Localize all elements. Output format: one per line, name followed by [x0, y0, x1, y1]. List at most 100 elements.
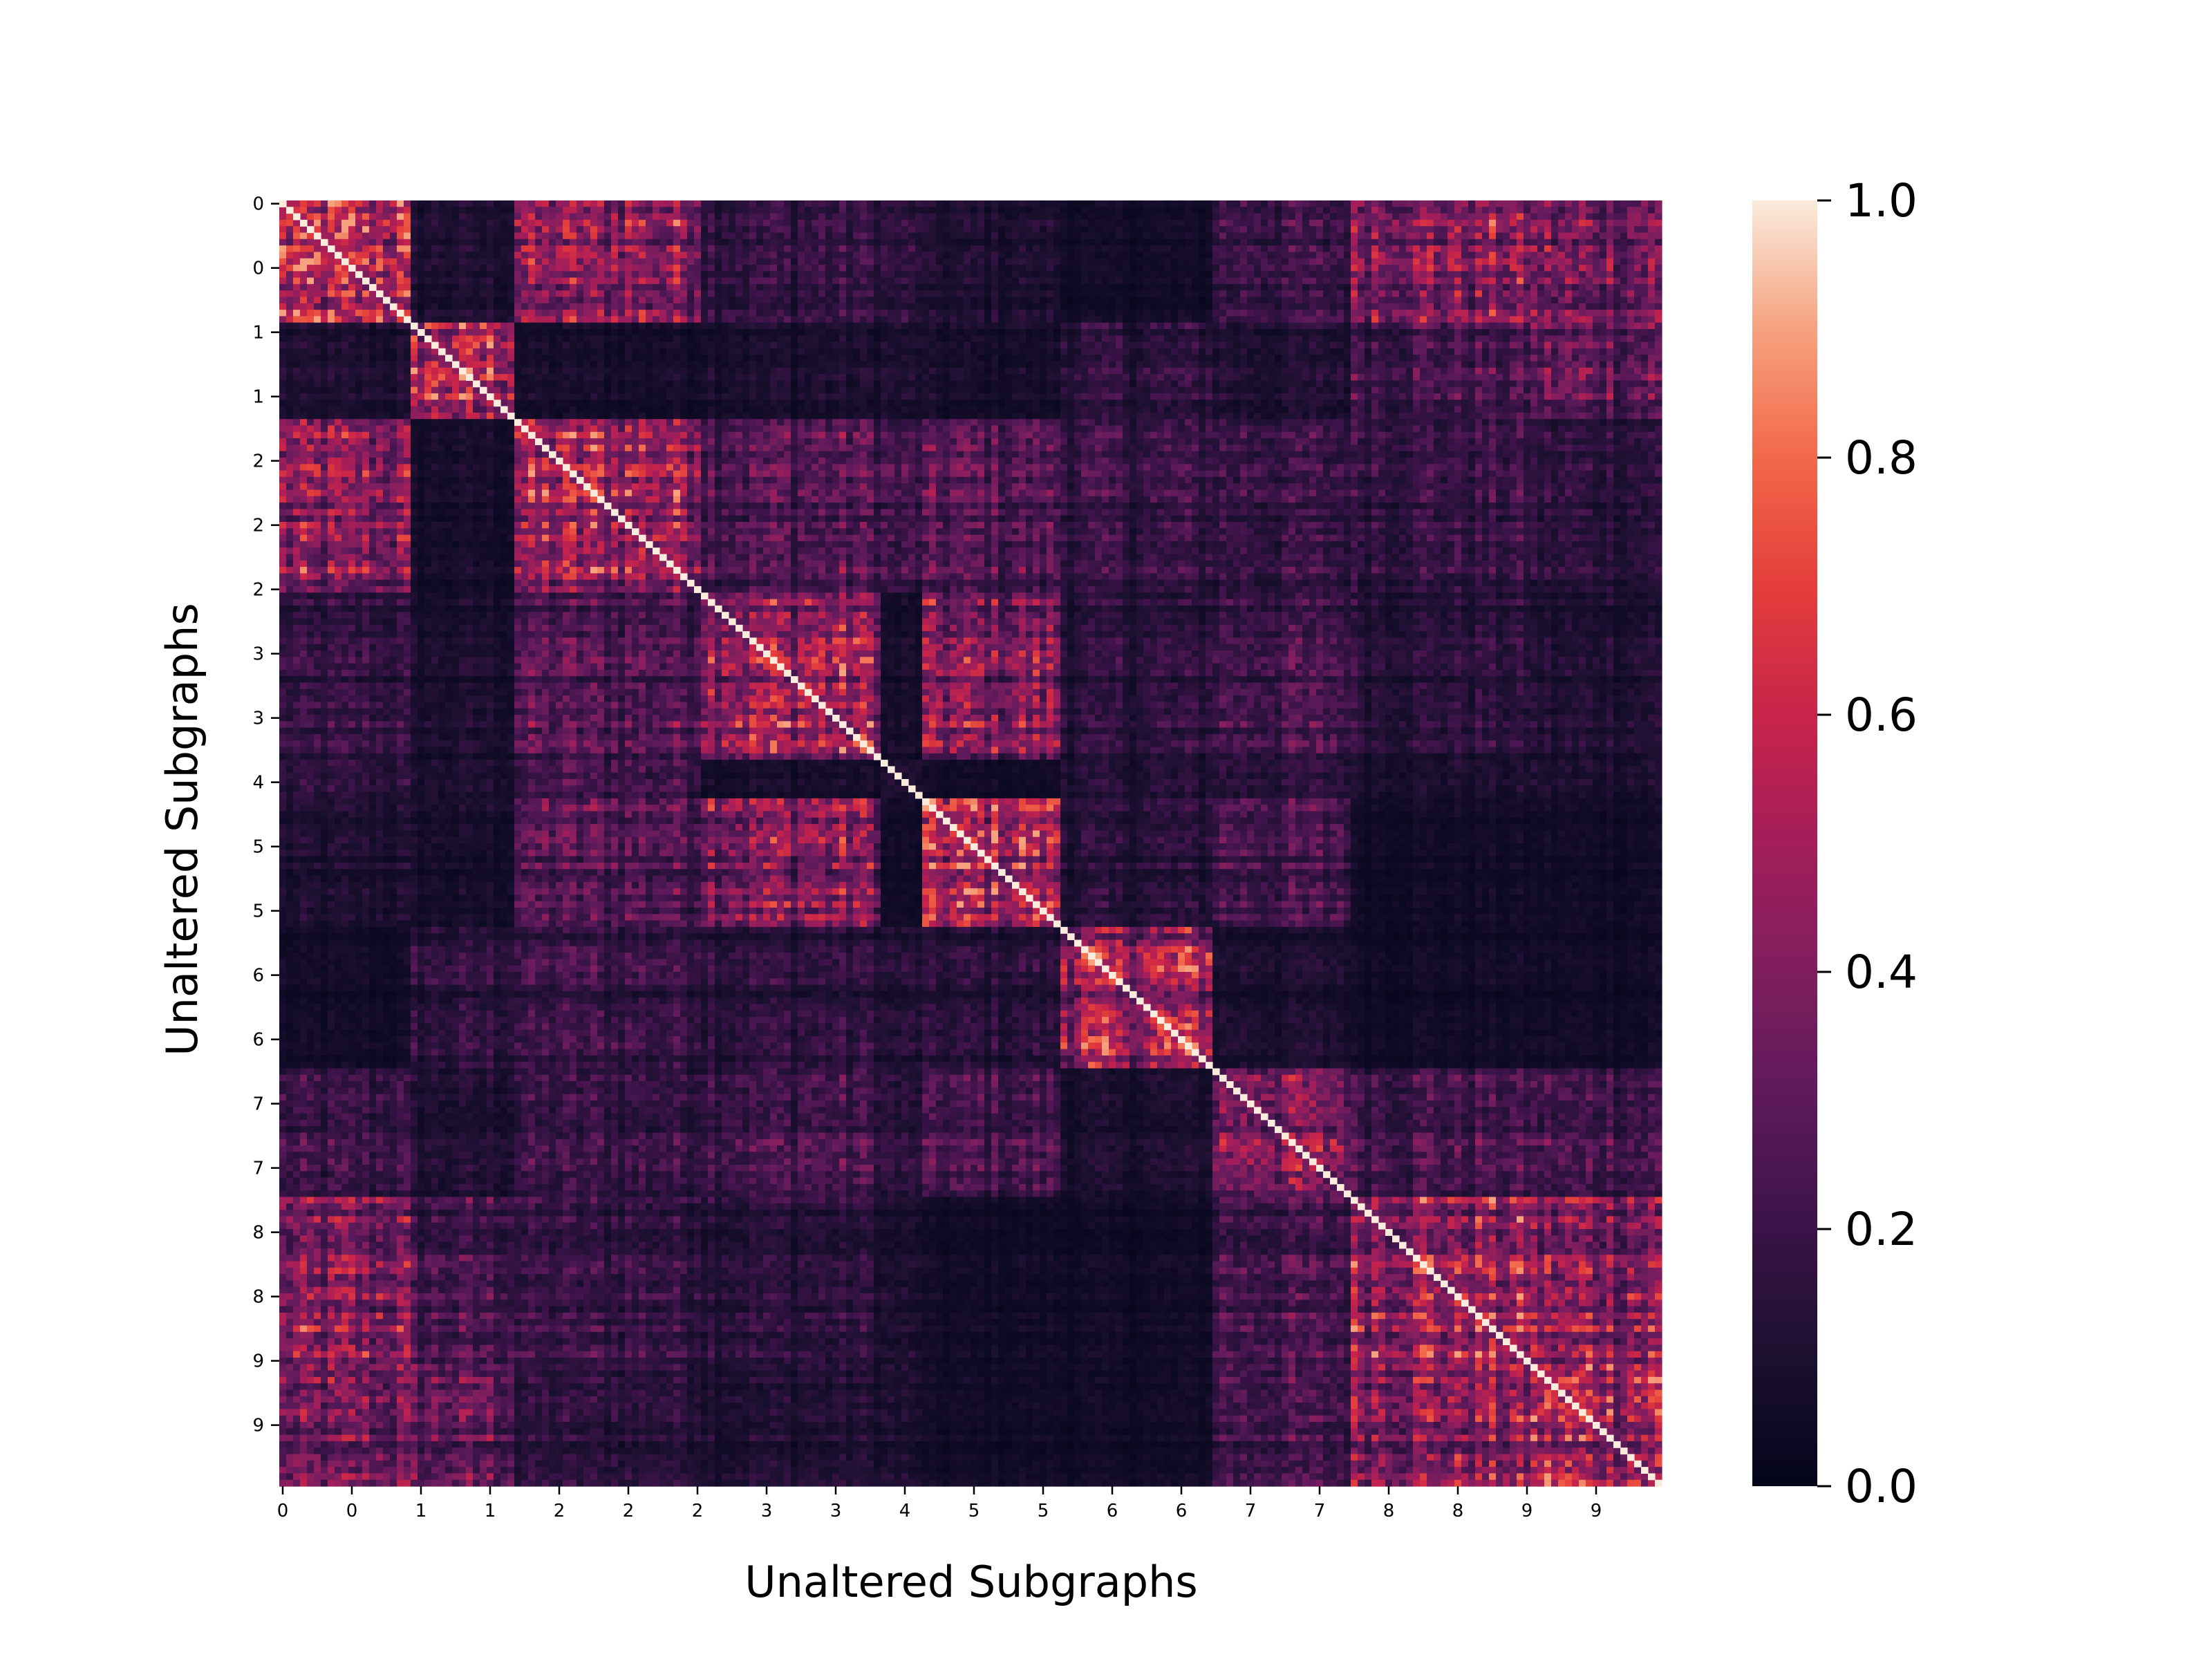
heatmap-cell: [957, 226, 964, 234]
heatmap-cell: [1123, 355, 1130, 362]
heatmap-cell: [1613, 316, 1621, 324]
heatmap-cell: [500, 329, 508, 336]
heatmap-cell: [1420, 252, 1427, 259]
heatmap-cell: [431, 207, 439, 214]
heatmap-cell: [639, 219, 646, 227]
heatmap-cell: [1358, 213, 1365, 221]
heatmap-cell: [1295, 271, 1303, 279]
heatmap-cell: [514, 245, 522, 252]
heatmap-cell: [680, 297, 688, 304]
heatmap-cell: [957, 277, 964, 285]
heatmap-cell: [1226, 232, 1234, 240]
heatmap-cell: [1461, 207, 1469, 214]
heatmap-cell: [1136, 283, 1144, 291]
heatmap-cell: [431, 303, 439, 310]
heatmap-cell: [590, 252, 598, 259]
heatmap-cell: [1226, 341, 1234, 349]
heatmap-cell: [1282, 252, 1289, 259]
heatmap-cell: [1005, 348, 1013, 355]
heatmap-cell: [1537, 348, 1545, 355]
heatmap-cell: [1378, 297, 1386, 304]
heatmap-cell: [1123, 245, 1130, 252]
heatmap-cell: [770, 335, 778, 343]
heatmap-cell: [1309, 355, 1317, 362]
heatmap-cell: [888, 258, 895, 265]
heatmap-cell: [521, 226, 529, 234]
heatmap-cell: [1143, 290, 1151, 298]
heatmap-cell: [321, 271, 328, 279]
heatmap-cell: [348, 232, 356, 240]
heatmap-cell: [1219, 329, 1227, 336]
heatmap-cell: [341, 200, 349, 207]
heatmap-cell: [1482, 355, 1490, 362]
heatmap-cell: [1199, 283, 1206, 291]
heatmap-cell: [1081, 200, 1089, 207]
heatmap-cell: [1067, 213, 1075, 221]
heatmap-cell: [805, 355, 812, 362]
heatmap-cell: [957, 245, 964, 252]
heatmap-cell: [666, 238, 674, 246]
heatmap-cell: [950, 303, 957, 310]
heatmap-cell: [818, 290, 826, 298]
heatmap-cell: [1579, 322, 1586, 330]
heatmap-cell: [1517, 213, 1524, 221]
heatmap-cell: [715, 277, 722, 285]
heatmap-cell: [964, 322, 971, 330]
heatmap-cell: [943, 316, 950, 324]
heatmap-cell: [646, 258, 653, 265]
heatmap-cell: [404, 200, 411, 207]
heatmap-cell: [971, 245, 978, 252]
heatmap-cell: [1109, 341, 1116, 349]
heatmap-cell: [369, 232, 377, 240]
heatmap-cell: [314, 341, 321, 349]
heatmap-cell: [1171, 238, 1179, 246]
heatmap-cell: [514, 232, 522, 240]
heatmap-cell: [1295, 200, 1303, 207]
heatmap-cell: [1551, 265, 1559, 272]
heatmap-cell: [977, 316, 985, 324]
heatmap-cell: [763, 213, 771, 221]
heatmap-cell: [881, 277, 888, 285]
heatmap-cell: [874, 297, 881, 304]
heatmap-cell: [521, 265, 529, 272]
heatmap-cell: [798, 335, 805, 343]
heatmap-cell: [1648, 277, 1656, 285]
heatmap-cell: [922, 290, 930, 298]
heatmap-cell: [514, 341, 522, 349]
heatmap-cell: [335, 265, 342, 272]
heatmap-cell: [1510, 245, 1517, 252]
heatmap-cell: [528, 232, 536, 240]
heatmap-cell: [1593, 271, 1600, 279]
heatmap-cell: [1441, 341, 1448, 349]
heatmap-cell: [1593, 265, 1600, 272]
heatmap-cell: [611, 226, 619, 234]
heatmap-cell: [977, 335, 985, 343]
heatmap-cell: [1434, 219, 1441, 227]
heatmap-cell: [1517, 283, 1524, 291]
heatmap-cell: [1496, 252, 1503, 259]
heatmap-cell: [1496, 310, 1503, 317]
heatmap-cell: [1544, 200, 1552, 207]
heatmap-cell: [1496, 297, 1503, 304]
heatmap-cell: [1337, 245, 1344, 252]
heatmap-cell: [1212, 348, 1220, 355]
heatmap-cell: [971, 303, 978, 310]
heatmap-cell: [1565, 238, 1573, 246]
heatmap-cell: [1268, 310, 1275, 317]
heatmap-cell: [1185, 290, 1192, 298]
heatmap-cell: [341, 213, 349, 221]
heatmap-cell: [459, 283, 467, 291]
heatmap-cell: [583, 335, 591, 343]
heatmap-cell: [805, 265, 812, 272]
heatmap-cell: [998, 265, 1006, 272]
heatmap-cell: [784, 316, 791, 324]
heatmap-cell: [1351, 207, 1358, 214]
heatmap-cell: [563, 297, 570, 304]
heatmap-cell: [521, 207, 529, 214]
heatmap-cell: [328, 200, 335, 207]
heatmap-cell: [1572, 226, 1580, 234]
heatmap-cell: [445, 252, 453, 259]
heatmap-cell: [812, 265, 819, 272]
heatmap-cell: [1634, 310, 1642, 317]
heatmap-cell: [756, 277, 764, 285]
